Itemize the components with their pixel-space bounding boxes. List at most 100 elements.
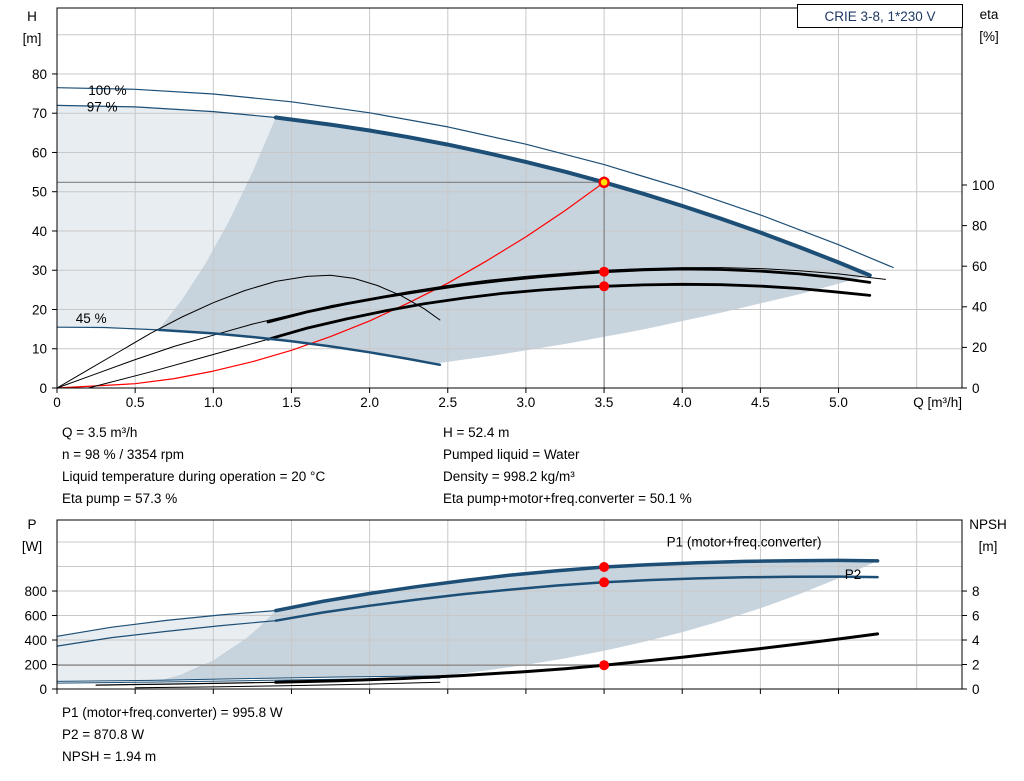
x-tick-label: 1.5 [282,395,301,410]
y-left-tick-label: 200 [24,657,47,672]
eta-pump-curve-bold [266,267,872,324]
plot-border [56,519,963,690]
x-tick-label: 0.5 [126,395,145,410]
plot-border [56,7,963,389]
p2-curve-thin [56,620,277,647]
eta-total-point [599,281,610,292]
y-left-tick-label: 50 [32,185,47,200]
system-curve [56,181,605,389]
pump-curve-97pct-thin [56,104,277,119]
pump-model-box: CRIE 3-8, 1*230 V [797,4,963,28]
npsh-axis-title-line: NPSH [969,517,1007,532]
npsh-point [599,660,610,671]
y-left-tick-label: 80 [32,67,47,82]
result-head: H = 52.4 m [443,425,510,440]
y-left-tick-label: 0 [39,682,47,697]
y-right-tick-label: 20 [972,340,987,355]
eta-pump-point [599,266,610,277]
x-axis-title: Q [m³/h] [913,395,962,410]
y-right-tick-label: 40 [972,300,987,315]
result-speed: n = 98 % / 3354 rpm [62,447,184,462]
p-axis-title-line: P [27,517,37,532]
eta-axis-unit: [%] [979,29,999,44]
p-axis-unit: [W] [21,539,43,554]
result-p1: P1 (motor+freq.converter) = 995.8 W [62,705,283,720]
duty-results-left: Q = 3.5 m³/h n = 98 % / 3354 rpm Liquid … [62,422,325,510]
result-p2: P2 = 870.8 W [62,727,145,742]
result-liquid-temperature: Liquid temperature during operation = 20… [62,469,326,484]
eta-axis-title: eta [%] [966,4,1012,48]
pump-curve-97pct-bold [273,115,872,278]
x-tick-label: 2.0 [360,395,379,410]
eta-pump-curve-thin [56,267,886,389]
p2-point [599,577,610,588]
pump-curve-100pct [56,87,894,269]
duty-results-right: H = 52.4 m Pumped liquid = Water Density… [443,422,692,510]
y-right-tick-label: 6 [972,608,980,623]
p1-point [599,562,610,572]
power-results: P1 (motor+freq.converter) = 995.8 W P2 =… [62,702,283,768]
y-right-tick-label: 2 [972,657,980,672]
p1-curve-low-speed [56,675,441,682]
result-eta-pump: Eta pump = 57.3 % [62,491,178,506]
y-left-tick-label: 0 [39,381,47,396]
p-axis-title: P [W] [12,514,52,558]
y-left-tick-label: 60 [32,145,47,160]
x-tick-label: 4.5 [751,395,770,410]
speed-label-100: 100 % [88,83,126,98]
y-left-tick-label: 600 [24,608,47,623]
operating-envelope-light [57,105,276,330]
p2-curve-bold [274,575,879,622]
y-right-tick-label: 8 [972,584,980,599]
y-left-tick-label: 800 [24,584,47,599]
eta-total-curve-thin [87,338,269,389]
speed-label-45: 45 % [76,311,107,326]
h-axis-title-line: H [27,9,37,24]
p1-curve-bold [274,558,880,613]
x-tick-label: 4.0 [673,395,692,410]
y-left-tick-label: 70 [32,106,47,121]
duty-point [598,176,610,189]
eta-curve-low-speed [56,274,441,389]
x-tick-label: 1.0 [204,395,223,410]
y-left-tick-label: 20 [32,302,47,317]
result-flow: Q = 3.5 m³/h [62,425,138,440]
pump-curve-45pct-thin [56,326,160,331]
y-right-tick-label: 0 [972,682,980,697]
result-eta-total: Eta pump+motor+freq.converter = 50.1 % [443,491,692,506]
x-tick-label: 5.0 [829,395,848,410]
p2-curve-label: P2 [845,567,862,582]
x-tick-label: 3.0 [517,395,536,410]
pump-model-label: CRIE 3-8, 1*230 V [824,8,936,24]
eta-axis-title-line: eta [979,7,999,22]
eta-total-curve-bold [266,282,872,341]
y-left-tick-label: 400 [24,633,47,648]
power-envelope-dark [158,560,878,682]
y-right-tick-label: 4 [972,633,980,648]
npsh-curve-bold [274,632,880,684]
npsh-curve-thin [95,681,277,686]
npsh-axis-unit: [m] [978,539,998,554]
y-left-tick-label: 40 [32,224,47,239]
operating-envelope-dark [158,117,870,365]
result-npsh: NPSH = 1.94 m [62,749,157,764]
x-tick-label: 2.5 [438,395,457,410]
npsh-curve-low-speed [134,681,441,689]
x-tick-label: 0 [53,395,61,410]
result-pumped-liquid: Pumped liquid = Water [443,447,580,462]
qh-eta-chart: 0 10 20 30 40 50 60 70 80 0 20 40 60 80 100 0 0.5 1.0 1.5 2… [32,7,995,410]
y-right-tick-label: 0 [972,381,980,396]
p1-curve-thin [56,609,277,637]
y-left-tick-label: 30 [32,263,47,278]
y-left-tick-label: 10 [32,342,47,357]
x-tick-label: 3.5 [595,395,614,410]
y-right-tick-label: 100 [972,178,995,193]
speed-label-97: 97 % [87,100,118,115]
p1-curve-label: P1 (motor+freq.converter) [667,534,822,549]
result-density: Density = 998.2 kg/m³ [443,469,575,484]
power-npsh-chart: 0 200 400 600 800 0 2 4 6 8 P1 (motor+freq.convert… [24,519,980,697]
h-axis-title: H [m] [12,6,52,50]
y-right-tick-label: 80 [972,218,987,233]
h-axis-unit: [m] [22,31,42,46]
